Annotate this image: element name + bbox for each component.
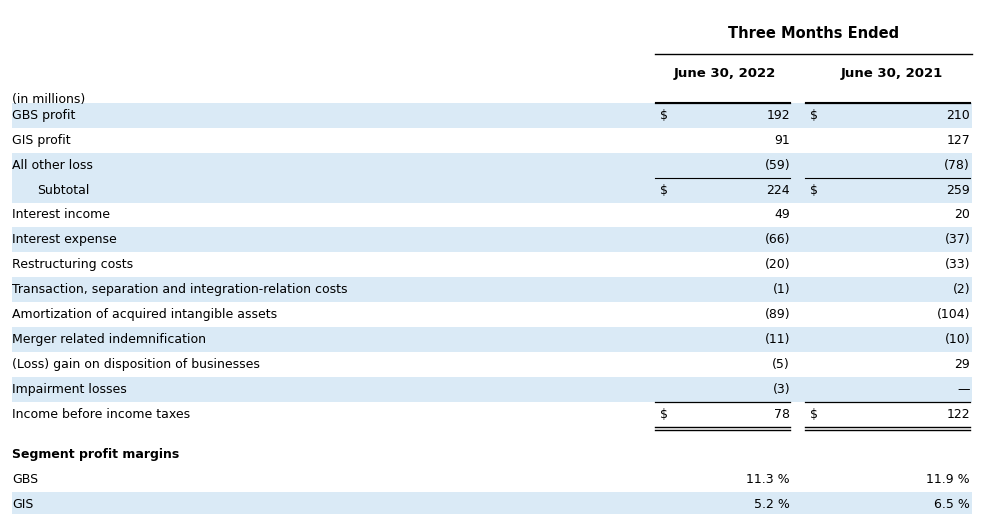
Text: 29: 29 (954, 358, 970, 371)
Bar (12, 352, 972, 377)
Text: $: $ (660, 183, 668, 196)
Text: GIS: GIS (12, 498, 33, 511)
Text: Interest expense: Interest expense (12, 233, 117, 246)
Text: 6.5 %: 6.5 % (934, 498, 970, 511)
Text: —: — (958, 383, 970, 396)
Text: Impairment losses: Impairment losses (12, 383, 127, 396)
Bar (12, 467, 972, 492)
Text: (78): (78) (944, 159, 970, 172)
Text: (20): (20) (764, 259, 790, 271)
Text: All other loss: All other loss (12, 159, 93, 172)
Text: 5.2 %: 5.2 % (754, 498, 790, 511)
Text: 224: 224 (766, 183, 790, 196)
Bar (12, 103, 972, 127)
Text: $: $ (810, 109, 818, 122)
Bar (12, 127, 972, 153)
Text: $: $ (810, 183, 818, 196)
Bar (12, 377, 972, 402)
Text: 11.9 %: 11.9 % (926, 473, 970, 486)
Text: $: $ (810, 408, 818, 421)
Bar (12, 327, 972, 352)
Bar (12, 277, 972, 302)
Bar (12, 492, 972, 514)
Text: Income before income taxes: Income before income taxes (12, 408, 190, 421)
Bar (12, 153, 972, 177)
Text: 259: 259 (946, 183, 970, 196)
Bar (12, 203, 972, 227)
Text: Segment profit margins: Segment profit margins (12, 448, 179, 461)
Text: (66): (66) (765, 233, 790, 246)
Text: $: $ (660, 408, 668, 421)
Text: (Loss) gain on disposition of businesses: (Loss) gain on disposition of businesses (12, 358, 260, 371)
Text: Amortization of acquired intangible assets: Amortization of acquired intangible asse… (12, 308, 277, 321)
Text: (89): (89) (764, 308, 790, 321)
Text: Transaction, separation and integration-relation costs: Transaction, separation and integration-… (12, 283, 348, 296)
Text: Restructuring costs: Restructuring costs (12, 259, 133, 271)
Bar (12, 442, 972, 467)
Text: Three Months Ended: Three Months Ended (728, 26, 899, 41)
Text: 91: 91 (774, 134, 790, 146)
Text: (59): (59) (764, 159, 790, 172)
Bar (12, 252, 972, 278)
Text: Merger related indemnification: Merger related indemnification (12, 333, 206, 346)
Text: 192: 192 (766, 109, 790, 122)
Text: Subtotal: Subtotal (37, 183, 89, 196)
Text: (10): (10) (944, 333, 970, 346)
Bar (12, 177, 972, 203)
Bar (12, 227, 972, 252)
Text: (3): (3) (772, 383, 790, 396)
Text: (1): (1) (772, 283, 790, 296)
Text: (33): (33) (944, 259, 970, 271)
Bar (12, 302, 972, 327)
Text: (5): (5) (772, 358, 790, 371)
Text: GIS profit: GIS profit (12, 134, 71, 146)
Text: June 30, 2021: June 30, 2021 (841, 67, 943, 80)
Text: (2): (2) (952, 283, 970, 296)
Bar (12, 402, 972, 427)
Text: 20: 20 (954, 209, 970, 222)
Text: 11.3 %: 11.3 % (746, 473, 790, 486)
Text: GBS profit: GBS profit (12, 109, 75, 122)
Text: 78: 78 (774, 408, 790, 421)
Text: (11): (11) (765, 333, 790, 346)
Text: June 30, 2022: June 30, 2022 (674, 67, 776, 80)
Text: $: $ (660, 109, 668, 122)
Text: 210: 210 (946, 109, 970, 122)
Text: 127: 127 (946, 134, 970, 146)
Text: (37): (37) (944, 233, 970, 246)
Text: 122: 122 (946, 408, 970, 421)
Text: GBS: GBS (12, 473, 38, 486)
Text: 49: 49 (774, 209, 790, 222)
Text: Interest income: Interest income (12, 209, 110, 222)
Text: (in millions): (in millions) (12, 93, 85, 105)
Text: (104): (104) (936, 308, 970, 321)
